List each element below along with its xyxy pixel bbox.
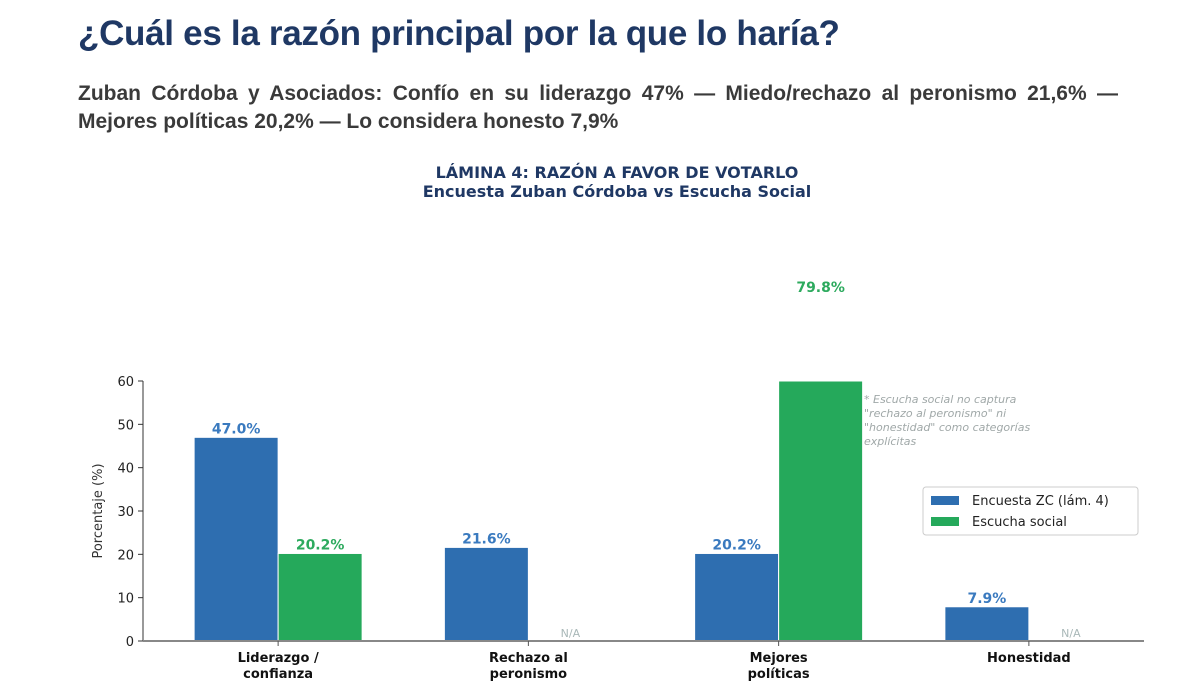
- y-tick-label: 10: [117, 592, 134, 607]
- value-label: 20.2%: [296, 537, 345, 553]
- y-axis-label: Porcentaje (%): [91, 463, 106, 558]
- annotation-note: * Escucha social no captura"rechazo al p…: [864, 393, 1030, 448]
- bar-escucha-social: [778, 380, 864, 642]
- value-label: 21.6%: [462, 531, 511, 547]
- y-tick-label: 60: [117, 375, 134, 390]
- chart-subtitle: Encuesta Zuban Córdoba vs Escucha Social: [423, 182, 812, 201]
- note-line: "honestidad" como categorías: [864, 421, 1030, 434]
- legend-swatch: [931, 496, 959, 505]
- axes-group: 0 10 20 30 40 50 60 Liderazgo /confianza Rechazo…: [117, 375, 1144, 682]
- bars-group: [193, 380, 1030, 642]
- na-label: N/A: [561, 627, 581, 640]
- legend: Encuesta ZC (lám. 4) Escucha social: [922, 486, 1139, 536]
- y-tick-label: 20: [117, 548, 134, 563]
- x-tick-label: Liderazgo /: [238, 651, 319, 666]
- legend-swatch: [931, 517, 959, 526]
- y-tick-label: 30: [117, 505, 134, 520]
- bar-encuesta-zc: [944, 606, 1030, 642]
- x-tick-label: confianza: [243, 667, 313, 682]
- legend-label: Escucha social: [972, 515, 1067, 530]
- x-tick-label: Honestidad: [987, 651, 1071, 666]
- bar-escucha-social: [277, 552, 363, 642]
- value-label: 47.0%: [212, 421, 261, 437]
- bar-encuesta-zc: [193, 436, 279, 642]
- x-tick-label: Mejores: [750, 651, 808, 666]
- y-tick-label: 50: [117, 418, 134, 433]
- labels-group: 47.0% 21.6% 20.2% 7.9% 20.2% N/A 79.8% N/A: [212, 280, 1081, 640]
- chart-title: LÁMINA 4: RAZÓN A FAVOR DE VOTARLO: [436, 163, 799, 182]
- page-title: ¿Cuál es la razón principal por la que l…: [78, 14, 840, 53]
- bar-encuesta-zc: [694, 552, 780, 642]
- bar-encuesta-zc: [443, 546, 529, 642]
- x-tick-label: peronismo: [490, 667, 567, 682]
- y-tick-label: 40: [117, 462, 134, 477]
- page-subtitle: Zuban Córdoba y Asociados: Confío en su …: [78, 82, 1118, 133]
- na-label: N/A: [1061, 627, 1081, 640]
- value-label: 7.9%: [967, 591, 1006, 607]
- y-tick-label: 0: [126, 635, 134, 650]
- legend-label: Encuesta ZC (lám. 4): [972, 494, 1109, 509]
- note-line: "rechazo al peronismo" ni: [864, 407, 1006, 420]
- x-tick-label: Rechazo al: [489, 651, 568, 666]
- legend-box: [922, 486, 1139, 536]
- note-line: * Escucha social no captura: [864, 393, 1017, 406]
- value-label: 79.8%: [796, 280, 845, 296]
- value-label: 20.2%: [712, 537, 761, 553]
- x-tick-label: políticas: [748, 667, 810, 682]
- note-line: explícitas: [864, 435, 917, 448]
